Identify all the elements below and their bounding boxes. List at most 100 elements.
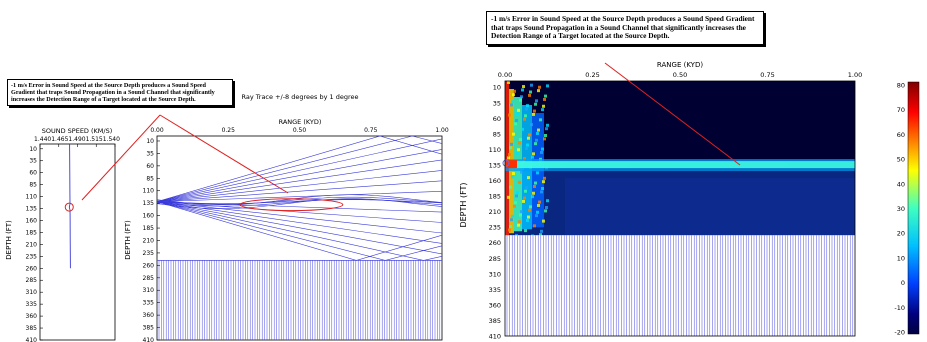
field-speckle — [527, 136, 530, 140]
p1-ytick-label: 410 — [26, 337, 38, 342]
p3-xlabel: RANGE (KYD) — [657, 61, 703, 69]
field-speckle — [542, 104, 545, 108]
field-speckle — [509, 225, 512, 229]
field-speckle — [523, 117, 526, 121]
field-speckle — [523, 157, 526, 161]
field-speckle — [532, 191, 535, 195]
p2-xtick-label: 1.00 — [435, 127, 449, 134]
field-speckle — [544, 209, 547, 213]
colorbar-tick-label: -10 — [894, 304, 905, 312]
p2-ytick-label: 310 — [143, 287, 155, 294]
p1-ytick-label: 35 — [29, 158, 37, 165]
p2-xlabel: RANGE (KYD) — [279, 118, 322, 126]
field-speckle — [542, 219, 545, 223]
field-speckle — [534, 102, 537, 106]
p3-ylabel: DEPTH (FT) — [459, 182, 468, 227]
field-speckle — [510, 218, 513, 222]
p2-ytick-label: 385 — [143, 325, 155, 332]
p2-ytick-label: 235 — [143, 250, 155, 257]
field-lower-zone-2 — [565, 178, 855, 236]
field-speckle — [511, 175, 514, 179]
field-speckle — [521, 88, 524, 92]
colorbar-tick-label: 10 — [897, 254, 905, 262]
trapped-ray-path — [156, 198, 443, 209]
field-speckle — [532, 152, 535, 156]
field-speckle — [536, 131, 539, 135]
p1-ytick-label: 135 — [26, 206, 38, 213]
field-speckle — [524, 229, 527, 233]
p3-ytick-label: 410 — [489, 333, 501, 341]
field-speckle — [528, 133, 531, 137]
p3-xtick-label: 0.50 — [673, 71, 687, 79]
field-speckle — [508, 113, 511, 117]
p1-ytick-label: 385 — [26, 325, 38, 332]
field-speckle — [516, 151, 519, 155]
field-speckle — [540, 190, 543, 194]
p2-xtick-label: 0.25 — [222, 127, 236, 134]
field-speckle — [508, 228, 511, 232]
field-speckle — [525, 146, 528, 150]
callout-right: -1 m/s Error in Sound Speed at the Sourc… — [486, 11, 764, 45]
ray-path — [156, 138, 443, 202]
field-speckle — [523, 196, 526, 200]
colorbar-tick-label: 70 — [897, 106, 905, 114]
field-speckle — [534, 181, 537, 185]
colorbar-tick-label: 60 — [897, 131, 905, 139]
field-speckle — [543, 137, 546, 141]
p3-ytick-label: 385 — [489, 317, 501, 325]
ray-path — [156, 201, 443, 261]
field-speckle — [511, 100, 514, 104]
p1-ytick-label: 210 — [26, 241, 38, 248]
p1-ytick-label: 85 — [29, 182, 37, 189]
p2-xtick-label: 0.75 — [364, 127, 378, 134]
colorbar-gradient — [907, 81, 920, 335]
field-speckle — [532, 112, 535, 116]
callout-left-line-2 — [159, 114, 289, 194]
p3-ytick-label: 185 — [489, 193, 501, 201]
field-speckle — [533, 224, 536, 228]
field-speckle — [546, 84, 549, 88]
p2-ytick-label: 185 — [143, 225, 155, 232]
field-speckle — [538, 200, 541, 204]
p3-source-marker — [502, 159, 510, 167]
ray-path — [156, 201, 443, 261]
field-speckle — [517, 148, 520, 152]
field-speckle — [509, 146, 512, 150]
ray-path — [156, 191, 443, 202]
p1-xtick-text: 1.4401.4651.4901.5151.540 — [34, 136, 120, 143]
field-speckle — [530, 123, 533, 127]
p3-ytick-label: 335 — [489, 286, 501, 294]
field-speckle — [519, 98, 522, 102]
field-speckle — [544, 94, 547, 98]
field-speckle — [537, 203, 540, 207]
p2-ytick-label: 285 — [143, 275, 155, 282]
field-speckle — [535, 214, 538, 218]
p3-xtick-label: 0.00 — [498, 71, 512, 79]
field-speckle — [545, 127, 548, 131]
field-speckle — [519, 138, 522, 142]
field-speckle — [526, 104, 529, 108]
p2-ytick-label: 135 — [143, 200, 155, 207]
p3-frame — [504, 80, 856, 337]
field-speckle — [537, 128, 540, 132]
field-speckle — [543, 97, 546, 101]
p3-ytick-label: 360 — [489, 301, 501, 309]
field-speckle — [514, 122, 517, 126]
ray-path — [156, 135, 443, 202]
sound-speed-panel: SOUND SPEED (KM/S) 1.4401.4651.4901.5151… — [5, 127, 120, 342]
field-speckle — [531, 195, 534, 199]
field-speckle — [533, 109, 536, 113]
field-speckle — [507, 195, 510, 199]
field-speckle — [508, 153, 511, 157]
p3-ytick-label: 310 — [489, 270, 501, 278]
p3-ytick-label: 135 — [489, 161, 501, 169]
heatmap-panel: RANGE (KYD) 0.00 0.25 0.50 0.75 1.00 DEPTH (… — [459, 61, 862, 341]
profile-highlight-circle — [64, 202, 74, 212]
field-speckle — [514, 201, 517, 205]
field-speckle — [522, 85, 525, 89]
p3-ytick-label: 35 — [493, 99, 501, 107]
p2-ytick-label: 160 — [143, 213, 155, 220]
ray-path — [156, 170, 443, 202]
field-speckle — [539, 118, 542, 122]
p3-ytick-label: 110 — [489, 146, 501, 154]
